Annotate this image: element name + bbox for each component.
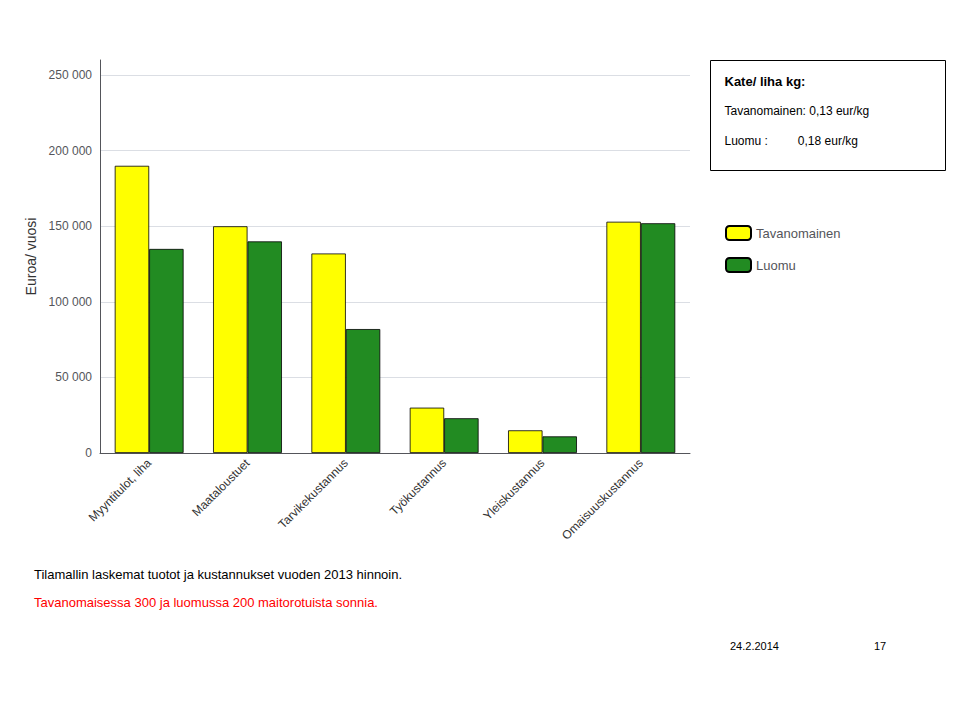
- svg-text:24.2.2014: 24.2.2014: [730, 640, 779, 652]
- svg-text:Myyntitulot, liha: Myyntitulot, liha: [86, 456, 155, 525]
- svg-text:Euroa/ vuosi: Euroa/ vuosi: [23, 218, 39, 296]
- svg-text:Tarvikekustannus: Tarvikekustannus: [275, 456, 350, 531]
- svg-text:Tavanomainen: Tavanomainen: [756, 226, 841, 241]
- svg-text:Luomu: Luomu: [756, 258, 796, 273]
- svg-text:50 000: 50 000: [55, 370, 92, 384]
- svg-text:250 000: 250 000: [49, 68, 93, 82]
- svg-text:Yleiskustannus: Yleiskustannus: [481, 456, 548, 523]
- svg-text:Luomu : 0,18 eur/kg: Luomu : 0,18 eur/kg: [725, 134, 858, 148]
- svg-text:Kate/ liha kg:: Kate/ liha kg:: [725, 74, 806, 89]
- svg-text:17: 17: [874, 640, 886, 652]
- svg-text:Tavanomainen: 0,13 eur/kg: Tavanomainen: 0,13 eur/kg: [725, 104, 870, 118]
- svg-text:150 000: 150 000: [49, 219, 93, 233]
- svg-text:Tilamallin laskemat tuotot ja: Tilamallin laskemat tuotot ja kustannuks…: [34, 567, 402, 582]
- svg-text:200 000: 200 000: [49, 144, 93, 158]
- svg-text:Omaisuuskustannus: Omaisuuskustannus: [559, 456, 646, 543]
- svg-text:0: 0: [85, 446, 92, 460]
- svg-text:Tavanomaisessa 300 ja luomussa: Tavanomaisessa 300 ja luomussa 200 maito…: [34, 595, 378, 610]
- svg-text:Työkustannus: Työkustannus: [387, 456, 449, 518]
- svg-text:100 000: 100 000: [49, 295, 93, 309]
- svg-text:Maataloustuet: Maataloustuet: [189, 456, 253, 520]
